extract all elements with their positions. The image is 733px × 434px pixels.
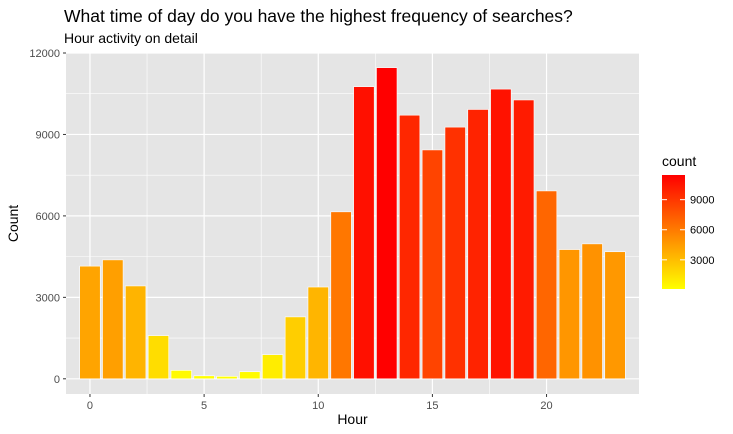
x-tick-label: 20 <box>540 400 552 412</box>
legend-tick-label: 9000 <box>690 195 714 207</box>
x-tick-label: 0 <box>87 400 93 412</box>
legend-title: count <box>662 153 696 169</box>
x-tick-label: 10 <box>312 400 324 412</box>
chart-title: What time of day do you have the highest… <box>64 6 573 26</box>
bar-hour-12 <box>353 86 375 380</box>
y-axis-title: Count <box>5 205 21 242</box>
legend-tick-label: 3000 <box>690 255 714 267</box>
bar-hour-8 <box>262 354 284 380</box>
bar-hour-1 <box>102 259 124 380</box>
color-legend: count 3000 6000 9000 <box>662 153 714 289</box>
bar-hour-20 <box>535 190 558 380</box>
legend-ticks: 3000 6000 9000 <box>662 195 714 267</box>
legend-tick-label: 6000 <box>690 225 714 237</box>
x-tick-label: 15 <box>426 400 438 412</box>
x-tick-label: 5 <box>201 400 207 412</box>
bar-hour-16 <box>444 126 466 380</box>
bar-hour-7 <box>239 371 261 380</box>
bars <box>79 67 626 380</box>
y-tick-label: 3000 <box>36 292 60 304</box>
y-axis: 0 3000 6000 9000 12000 <box>29 48 66 386</box>
bar-hour-3 <box>147 335 170 380</box>
bar-hour-9 <box>284 316 307 380</box>
bar-hour-14 <box>398 114 421 380</box>
bar-hour-22 <box>581 243 603 380</box>
bar-hour-13 <box>376 67 398 380</box>
bar-hour-19 <box>513 99 535 380</box>
bar-hour-15 <box>421 149 443 380</box>
legend-colorbar <box>662 175 685 289</box>
bar-hour-6 <box>216 376 238 380</box>
bar-hour-11 <box>330 211 352 380</box>
y-tick-label: 12000 <box>29 48 60 60</box>
bar-hour-23 <box>604 251 626 380</box>
bar-hour-2 <box>125 285 147 380</box>
x-axis-title: Hour <box>337 411 368 427</box>
x-axis: 0 5 10 15 20 <box>87 394 553 412</box>
bar-hour-4 <box>170 370 192 380</box>
y-tick-label: 9000 <box>36 129 60 141</box>
y-tick-label: 6000 <box>36 211 60 223</box>
bar-hour-10 <box>307 286 329 380</box>
bar-hour-21 <box>558 249 580 380</box>
bar-hour-5 <box>193 375 215 380</box>
chart-subtitle: Hour activity on detail <box>64 30 198 46</box>
y-tick-label: 0 <box>54 374 60 386</box>
bar-hour-18 <box>490 88 512 380</box>
bar-hour-0 <box>79 265 101 380</box>
bar-hour-17 <box>467 109 489 380</box>
